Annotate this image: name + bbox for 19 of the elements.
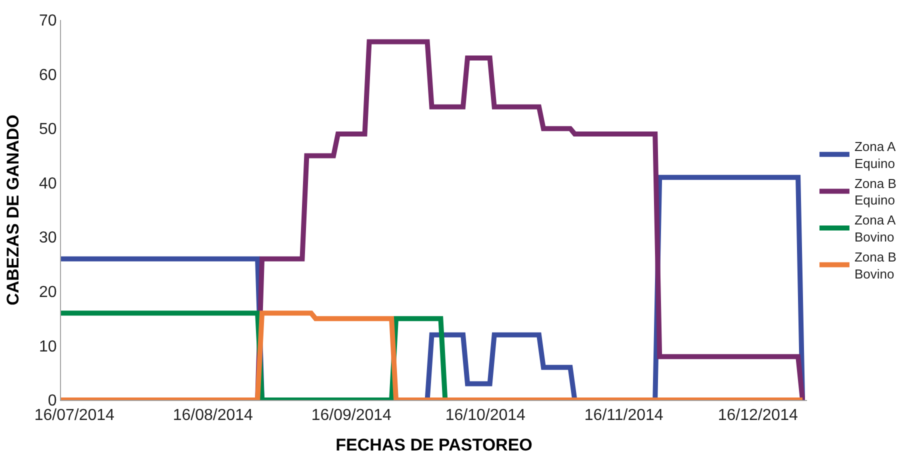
y-tick-label: 50 <box>39 121 57 138</box>
x-tick-label: 16/08/2014 <box>172 407 254 424</box>
legend-label: Zona B Equino <box>854 176 896 208</box>
x-tick-label: 16/11/2014 <box>584 407 664 424</box>
legend-label: Zona A Bovino <box>854 212 896 245</box>
x-tick-label: 16/07/2014 <box>34 407 115 424</box>
y-tick-label: 40 <box>39 175 57 192</box>
y-tick-label: 60 <box>39 66 57 84</box>
y-tick-label: 70 <box>39 12 57 30</box>
legend-label: Zona A Equino <box>854 139 896 171</box>
x-axis-title: FECHAS DE PASTOREO <box>336 436 532 455</box>
y-axis-title: CABEZAS DE GANADO <box>4 114 23 306</box>
y-tick-label: 10 <box>39 338 57 356</box>
y-tick-label: 30 <box>39 230 57 247</box>
legend-label: Zona B Bovino <box>854 249 896 282</box>
x-tick-label: 16/10/2014 <box>445 407 526 424</box>
y-tick-label: 20 <box>39 284 57 302</box>
x-tick-label: 16/09/2014 <box>311 407 392 424</box>
x-tick-label: 16/12/2014 <box>718 407 798 424</box>
